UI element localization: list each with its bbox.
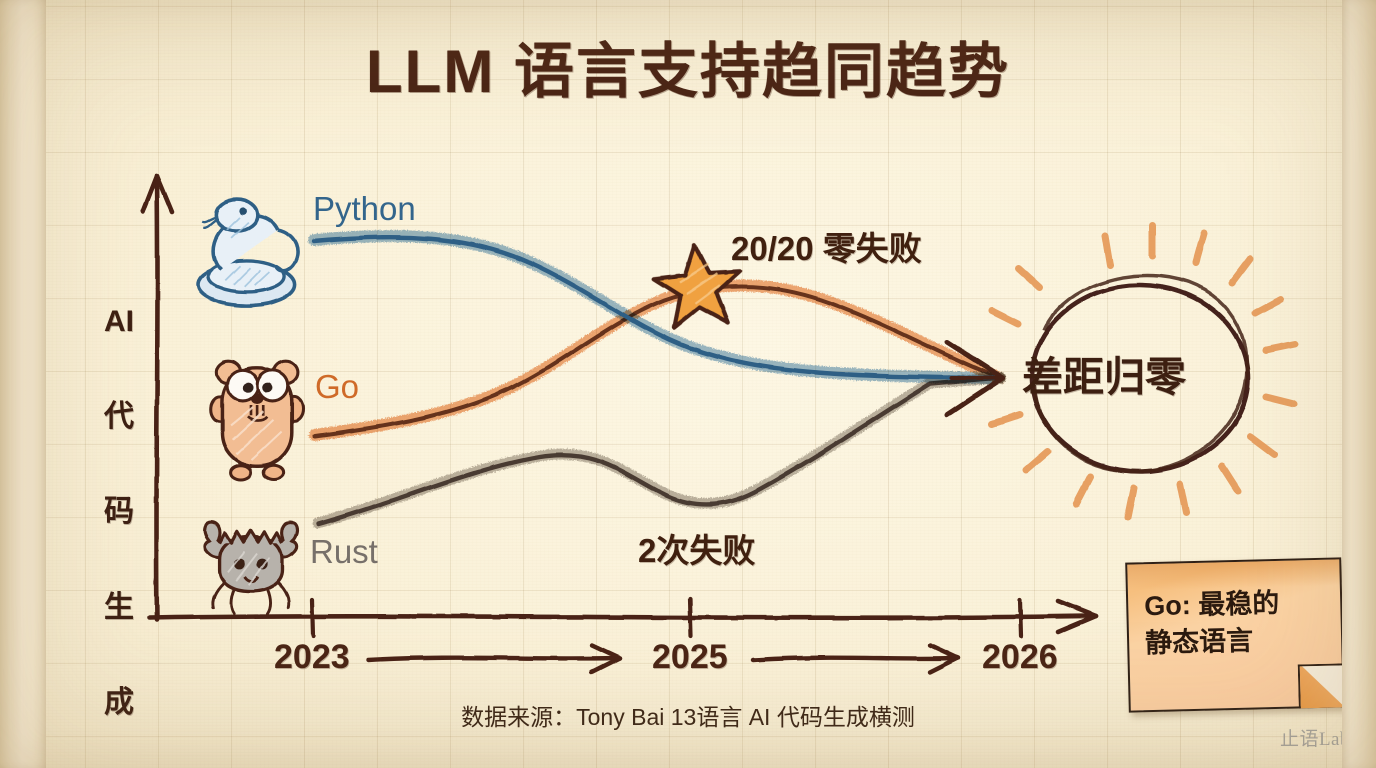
timeline-arrow-1 bbox=[365, 642, 623, 675]
crab-icon bbox=[203, 520, 299, 616]
converge-circle bbox=[1029, 273, 1251, 474]
series-line-python bbox=[308, 230, 1006, 384]
y-axis-label-char: 成 bbox=[104, 686, 134, 720]
y-axis-label-char: 生 bbox=[104, 590, 134, 624]
snake-icon bbox=[196, 197, 300, 308]
sticky-note: Go: 最稳的 静态语言 bbox=[1125, 557, 1345, 713]
series-line-go bbox=[309, 279, 1006, 441]
sticky-note-line-2: 静态语言 bbox=[1144, 625, 1254, 658]
y-axis-label-char: 代 bbox=[104, 399, 134, 433]
timeline-arrow-2 bbox=[750, 642, 961, 675]
sticky-note-text: Go: 最稳的 静态语言 bbox=[1144, 584, 1332, 662]
convergence-arrowhead bbox=[944, 339, 1006, 418]
axis-y bbox=[140, 173, 175, 623]
star-icon bbox=[652, 243, 742, 330]
sticky-note-fold bbox=[1297, 663, 1345, 709]
series-label-python: Python bbox=[313, 190, 416, 227]
series-label-go: Go bbox=[315, 368, 360, 405]
annotation-converge-text: 差距归零 bbox=[1022, 354, 1186, 400]
axis-x bbox=[147, 596, 1099, 639]
page-title: LLM 语言支持趋同趋势 bbox=[366, 38, 1010, 105]
sticky-note-line-1: Go: 最稳的 bbox=[1143, 587, 1280, 622]
series-label-rust: Rust bbox=[310, 533, 378, 570]
annotation-star-note: 20/20 零失败 bbox=[731, 230, 922, 267]
x-tick-2023: 2023 bbox=[274, 638, 350, 676]
watermark: 止语Lab bbox=[1279, 729, 1350, 750]
gopher-icon bbox=[209, 359, 305, 482]
x-tick-2025: 2025 bbox=[652, 638, 728, 676]
sunburst-icon bbox=[988, 222, 1299, 521]
source-footer: 数据来源：Tony Bai 13语言 AI 代码生成横测 bbox=[461, 704, 915, 730]
annotation-rust-note: 2次失败 bbox=[638, 532, 756, 569]
series-line-rust bbox=[312, 372, 1006, 529]
y-axis-label-char: 码 bbox=[104, 495, 134, 529]
x-tick-2026: 2026 bbox=[982, 638, 1058, 676]
y-axis-label-char: AI bbox=[104, 304, 134, 338]
y-axis-label: AI 代 码 生 成 质 量 bbox=[96, 242, 142, 768]
